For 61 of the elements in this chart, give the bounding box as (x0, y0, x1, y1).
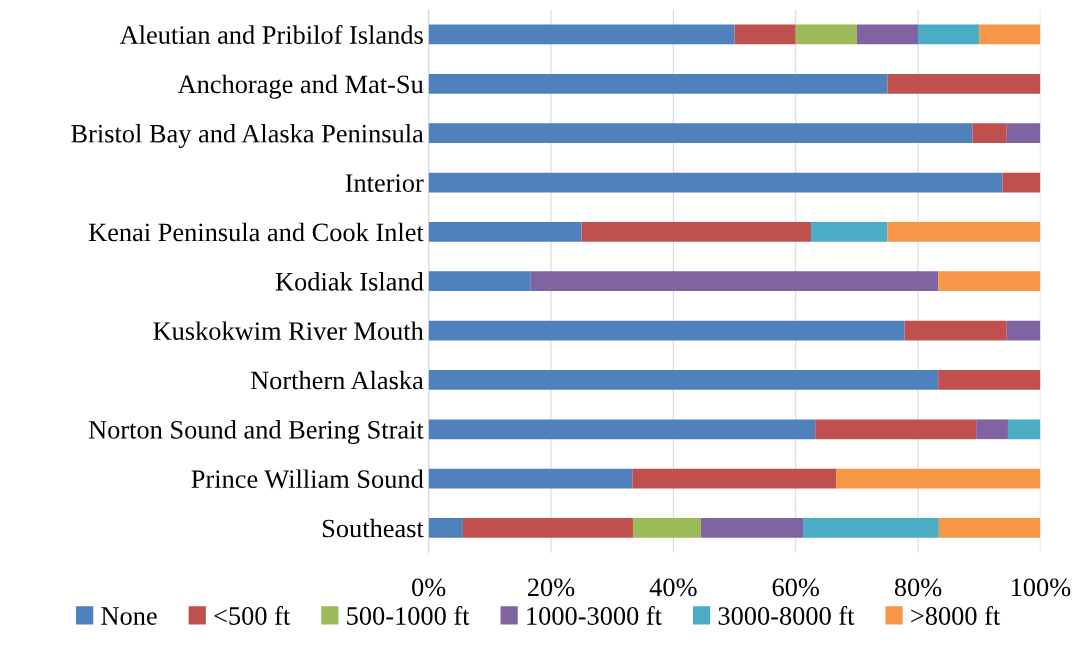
bar (887, 73, 1041, 94)
bar (938, 271, 1041, 292)
bar (428, 320, 905, 341)
bar (938, 370, 1041, 390)
y-tick-label: Northern Alaska (250, 370, 424, 390)
bar (938, 518, 1041, 538)
bar (462, 518, 633, 538)
bar (918, 24, 980, 45)
x-tick-label: 80% (894, 578, 942, 597)
y-tick-label: Aleutian and Pribilof Islands (119, 25, 423, 44)
bar (428, 73, 888, 94)
bar (795, 24, 857, 45)
bar (530, 271, 939, 292)
y-tick-label: Kuskokwim River Mouth (153, 321, 424, 340)
bar (856, 24, 919, 45)
y-tick-label: Norton Sound and Bering Strait (88, 420, 424, 445)
legend-label: <500 ft (214, 606, 291, 625)
bar (1007, 419, 1041, 440)
bar (632, 468, 837, 489)
bar (700, 518, 804, 538)
x-tick-label: 100% (1011, 578, 1071, 597)
bar (428, 518, 463, 538)
bar (581, 222, 811, 242)
bar (428, 370, 939, 390)
x-tick-label: 60% (772, 578, 819, 597)
legend-label: >8000 ft (911, 606, 1001, 625)
y-tick-label: Interior (345, 174, 424, 192)
bar (803, 518, 939, 538)
bar (836, 468, 1041, 489)
bar (810, 222, 888, 242)
y-tick-label: Bristol Bay and Alaska Peninsula (71, 124, 424, 149)
y-tick-label: Kodiak Island (275, 272, 424, 291)
y-tick-label: Kenai Peninsula and Cook Inlet (88, 222, 424, 242)
bar (632, 518, 701, 538)
x-tick-label: 0% (412, 578, 446, 597)
y-tick-label: Southeast (322, 518, 424, 538)
bar (428, 123, 973, 144)
legend-label: 3000-8000 ft (718, 606, 855, 625)
bar (428, 24, 735, 45)
bar (972, 123, 1007, 144)
x-tick-label: 20% (527, 578, 575, 597)
bar (428, 222, 582, 242)
bar (428, 172, 1003, 193)
bar (904, 320, 1007, 341)
x-tick-label: 40% (649, 578, 697, 597)
legend-label: 1000-3000 ft (527, 606, 662, 625)
bar (428, 468, 633, 489)
bar (979, 24, 1041, 45)
bar (887, 222, 1041, 242)
bar (976, 419, 1008, 440)
bar (734, 24, 796, 45)
bar (428, 271, 531, 292)
y-tick-label: Anchorage and Mat-Su (177, 74, 424, 99)
legend-label: 500-1000 ft (347, 606, 470, 625)
bar (1002, 172, 1041, 193)
y-tick-label: Prince William Sound (191, 469, 424, 489)
legend-label: None (101, 607, 157, 625)
bar (1006, 320, 1041, 341)
bar (1006, 123, 1041, 144)
bar (428, 419, 816, 440)
bar (815, 419, 977, 440)
